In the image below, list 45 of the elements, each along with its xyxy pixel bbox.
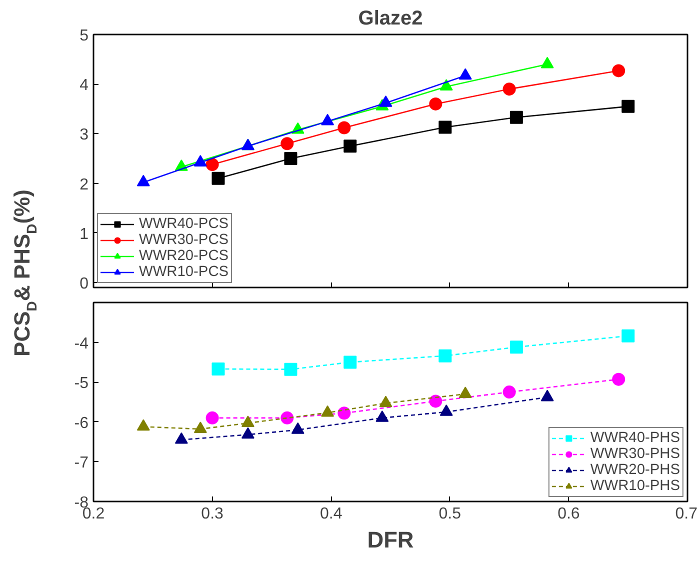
- y-tick-label: 2: [80, 176, 89, 194]
- point: [612, 64, 626, 78]
- y-axis-title: PCSD& PHSD(%): [10, 190, 40, 356]
- y-tick-label: 4: [80, 77, 89, 94]
- legend-label: WWR40-PHS: [590, 430, 680, 446]
- point: [540, 56, 554, 68]
- y-tick-label: 0: [80, 276, 89, 293]
- x-tick-label: 0.5: [438, 506, 462, 522]
- point: [440, 79, 453, 91]
- point: [622, 100, 635, 113]
- y-tick-label: -6: [74, 414, 89, 432]
- point: [136, 174, 150, 186]
- chart-title: Glaze2: [358, 8, 423, 30]
- point: [502, 82, 516, 96]
- x-tick-label: 0.4: [320, 506, 342, 522]
- point: [510, 110, 523, 124]
- y-tick-label: 1: [80, 226, 89, 243]
- point: [206, 158, 219, 171]
- y-tick-label: 5: [80, 28, 89, 44]
- legend-label: WWR30-PHS: [590, 446, 680, 462]
- legend-label: WWR20-PHS: [590, 462, 680, 478]
- point: [344, 140, 357, 153]
- point: [194, 155, 207, 166]
- point: [338, 121, 351, 134]
- legend-label: WWR10-PCS: [139, 264, 229, 280]
- x-axis-title: DFR: [367, 526, 414, 552]
- point: [429, 97, 442, 110]
- y-tick-label: -4: [74, 335, 89, 352]
- point: [321, 114, 334, 126]
- point: [458, 68, 472, 80]
- point: [280, 137, 294, 150]
- point: [212, 172, 225, 185]
- x-tick-label: 0.3: [201, 506, 224, 522]
- legend-label: WWR20-PCS: [139, 248, 229, 264]
- legend-label: WWR30-PCS: [139, 232, 229, 248]
- y-tick-label: -5: [74, 375, 89, 392]
- legend-label: WWR10-PHS: [590, 478, 680, 494]
- y-tick-label: -7: [74, 454, 89, 472]
- point: [438, 120, 452, 134]
- point: [379, 96, 392, 107]
- legend-label: WWR40-PCS: [139, 216, 229, 232]
- point: [284, 152, 298, 166]
- y-tick-label: 3: [80, 126, 89, 144]
- x-tick-label: 0.7: [675, 506, 698, 522]
- x-tick-label: 0.6: [558, 506, 580, 522]
